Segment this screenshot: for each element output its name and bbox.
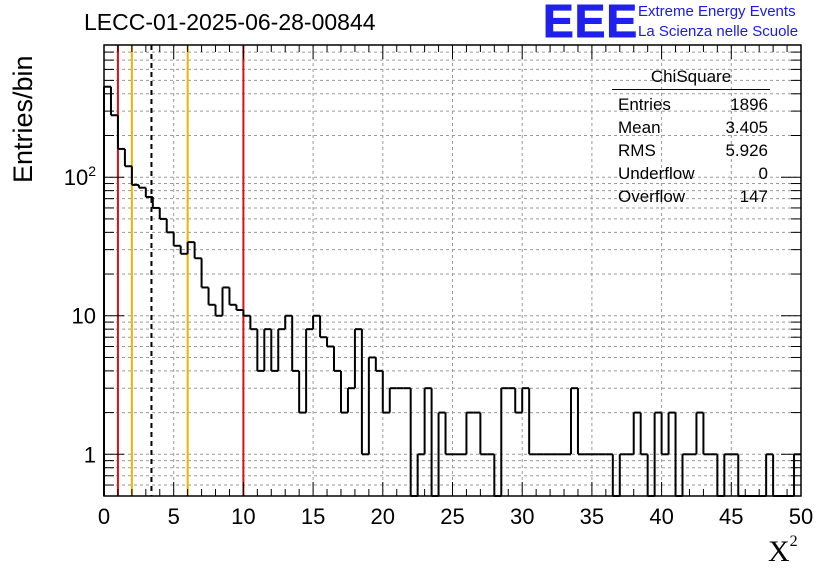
stats-value: 5.926 xyxy=(725,141,768,160)
x-tick-label: 30 xyxy=(510,504,534,529)
stats-row-entries: Entries 1896 xyxy=(610,93,778,116)
stats-label: Mean xyxy=(618,118,661,137)
y-axis-label: Entries/bin xyxy=(8,55,38,183)
y-tick-label: 10 xyxy=(72,304,96,329)
stats-label: Overflow xyxy=(618,187,686,206)
tick-labels: 0 5 10 15 20 25 30 35 40 45 50 1 10 102 xyxy=(64,163,814,529)
x-tick-label: 20 xyxy=(371,504,395,529)
x-tick-label: 5 xyxy=(168,504,180,529)
stats-label: RMS xyxy=(618,141,656,160)
stats-box: ChiSquare Entries 1896 Mean 3.405 RMS 5.… xyxy=(610,67,778,208)
stats-value: 1896 xyxy=(730,95,768,114)
reference-lines xyxy=(116,45,245,496)
eee-logo: EEE Extreme Energy Events La Scienza nel… xyxy=(542,0,833,47)
logo-mark: EEE xyxy=(542,0,639,47)
stats-title: ChiSquare xyxy=(612,67,770,90)
grid-lines xyxy=(104,45,801,496)
logo-line-2: La Scienza nelle Scuole xyxy=(638,23,799,40)
x-tick-label: 50 xyxy=(789,504,813,529)
logo-line-1: Extreme Energy Events xyxy=(638,3,796,20)
stats-row-overflow: Overflow 147 xyxy=(610,185,778,208)
stats-value: 0 xyxy=(758,164,768,183)
x-tick-label: 35 xyxy=(580,504,604,529)
x-axis-label: X2 xyxy=(768,533,798,568)
x-tick-label: 0 xyxy=(98,504,110,529)
y-tick-label: 102 xyxy=(64,163,96,190)
y-tick-label: 1 xyxy=(84,442,96,467)
stats-value: 147 xyxy=(739,187,768,206)
stats-label: Entries xyxy=(618,95,671,114)
chart-title: LECC-01-2025-06-28-00844 xyxy=(84,9,376,35)
axis-ticks xyxy=(103,45,802,496)
x-tick-label: 40 xyxy=(649,504,673,529)
stats-label: Underflow xyxy=(618,164,695,183)
x-tick-label: 25 xyxy=(440,504,464,529)
x-tick-label: 10 xyxy=(231,504,255,529)
stats-value: 3.405 xyxy=(725,118,768,137)
stats-row-underflow: Underflow 0 xyxy=(610,162,778,185)
stats-row-mean: Mean 3.405 xyxy=(610,116,778,139)
x-tick-label: 15 xyxy=(301,504,325,529)
x-tick-label: 45 xyxy=(719,504,743,529)
stats-row-rms: RMS 5.926 xyxy=(610,139,778,162)
